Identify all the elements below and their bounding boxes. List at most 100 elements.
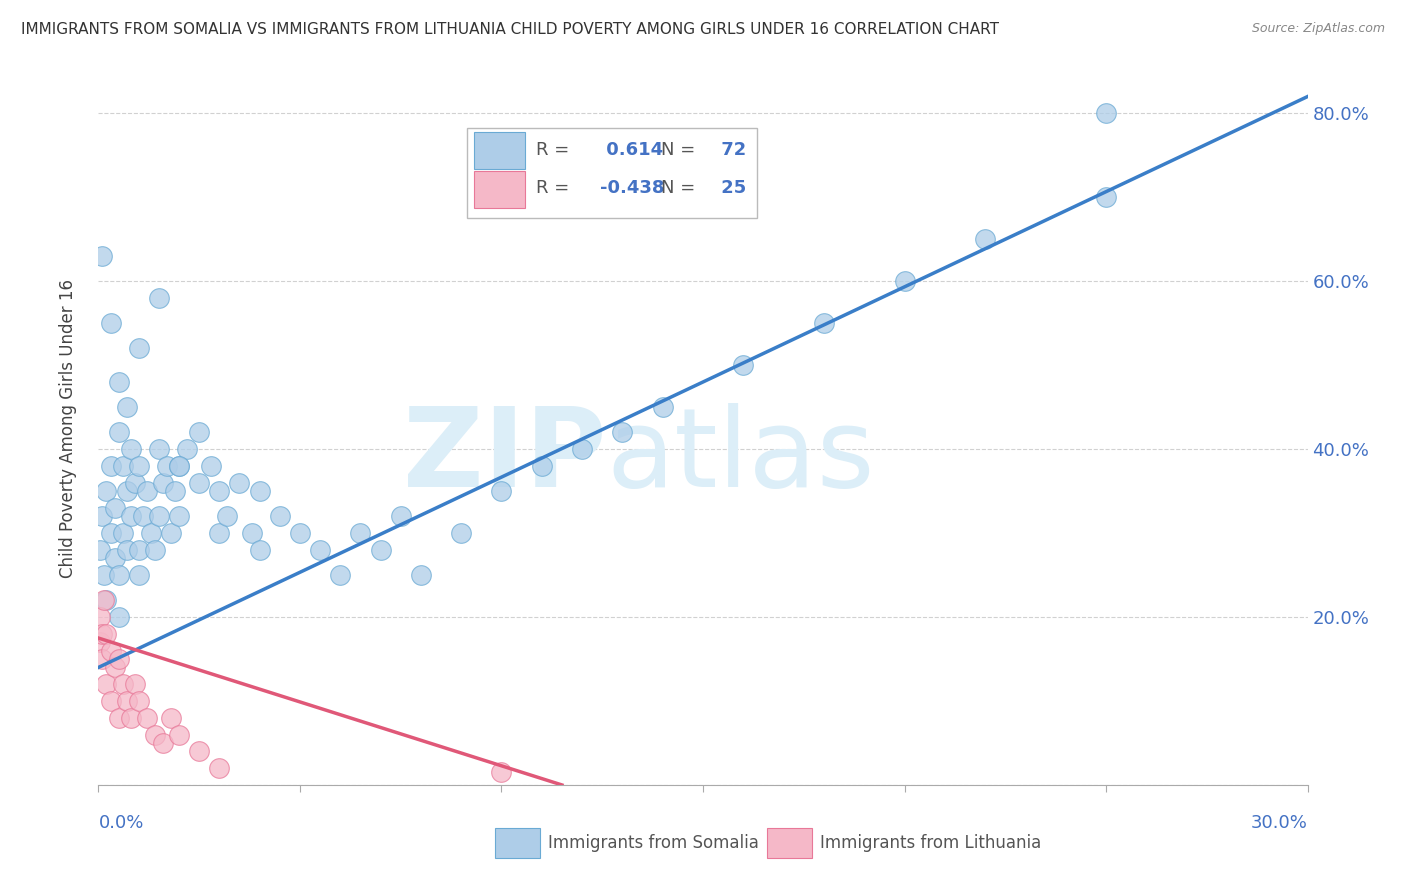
Point (103, 551, 125, 566)
Point (893, 274, 915, 288)
Point (152, 736, 174, 750)
Point (115, 542, 138, 557)
Point (135, 711, 157, 725)
Point (167, 458, 190, 473)
Text: ZIP: ZIP (404, 403, 606, 510)
Point (167, 458, 190, 473)
Point (160, 526, 183, 541)
Point (188, 425, 211, 440)
Point (107, 375, 129, 389)
Point (208, 484, 231, 499)
Point (163, 484, 186, 499)
Point (103, 500, 125, 515)
Point (188, 744, 211, 758)
Point (91, 652, 114, 666)
Point (100, 526, 122, 541)
Point (96, 484, 118, 499)
Point (176, 442, 198, 457)
Point (1095, 190, 1118, 204)
Point (491, 484, 513, 499)
FancyBboxPatch shape (768, 828, 811, 858)
Point (491, 765, 513, 780)
Point (571, 442, 593, 457)
Point (124, 475, 146, 490)
Point (309, 542, 332, 557)
Y-axis label: Child Poverty Among Girls Under 16: Child Poverty Among Girls Under 16 (59, 278, 77, 578)
Point (128, 458, 150, 473)
Point (100, 316, 122, 330)
Point (228, 475, 250, 490)
Point (89, 542, 111, 557)
Point (269, 509, 291, 524)
Point (651, 400, 673, 414)
Text: 0.614: 0.614 (600, 141, 664, 159)
Point (128, 542, 150, 557)
Point (128, 342, 150, 356)
Point (89, 610, 111, 624)
Point (156, 458, 179, 473)
Point (813, 316, 835, 330)
Point (409, 568, 432, 582)
Point (89, 635, 111, 649)
FancyBboxPatch shape (467, 128, 758, 218)
Point (93, 593, 115, 607)
Point (115, 400, 138, 414)
Point (612, 425, 634, 440)
Point (148, 509, 170, 524)
Point (208, 761, 231, 775)
Text: IMMIGRANTS FROM SOMALIA VS IMMIGRANTS FROM LITHUANIA CHILD POVERTY AMONG GIRLS U: IMMIGRANTS FROM SOMALIA VS IMMIGRANTS FR… (21, 22, 1000, 37)
Text: Immigrants from Somalia: Immigrants from Somalia (548, 834, 759, 852)
Point (132, 509, 155, 524)
Point (167, 728, 190, 742)
Point (120, 509, 142, 524)
Point (100, 458, 122, 473)
Text: 25: 25 (716, 179, 747, 197)
Text: atlas: atlas (606, 403, 875, 510)
Point (733, 358, 755, 372)
Text: R =: R = (536, 179, 569, 197)
Text: R =: R = (536, 141, 569, 159)
Point (143, 542, 166, 557)
Point (148, 442, 170, 457)
Point (111, 526, 134, 541)
Text: Source: ZipAtlas.com: Source: ZipAtlas.com (1251, 22, 1385, 36)
Point (389, 509, 412, 524)
Point (217, 509, 239, 524)
Point (103, 660, 125, 674)
Text: Immigrants from Lithuania: Immigrants from Lithuania (820, 834, 1042, 852)
Point (200, 458, 222, 473)
Point (91, 627, 114, 641)
Point (288, 526, 311, 541)
Point (329, 568, 352, 582)
Point (107, 425, 129, 440)
Point (111, 458, 134, 473)
FancyBboxPatch shape (474, 132, 526, 169)
FancyBboxPatch shape (474, 171, 526, 209)
Point (249, 542, 271, 557)
Point (107, 610, 129, 624)
Point (91, 509, 114, 524)
Point (93, 568, 115, 582)
Point (91, 249, 114, 263)
Point (148, 291, 170, 305)
Point (135, 484, 157, 499)
Point (349, 526, 371, 541)
Point (139, 526, 162, 541)
Point (128, 694, 150, 708)
Text: -0.438: -0.438 (600, 179, 665, 197)
Point (152, 475, 174, 490)
Point (167, 509, 190, 524)
FancyBboxPatch shape (495, 828, 540, 858)
Point (124, 677, 146, 691)
Point (249, 484, 271, 499)
Text: 72: 72 (716, 141, 747, 159)
Point (128, 568, 150, 582)
Point (111, 677, 134, 691)
Point (96, 677, 118, 691)
Point (107, 652, 129, 666)
Point (107, 568, 129, 582)
Point (96, 627, 118, 641)
Point (370, 542, 392, 557)
Point (143, 728, 166, 742)
Point (107, 711, 129, 725)
